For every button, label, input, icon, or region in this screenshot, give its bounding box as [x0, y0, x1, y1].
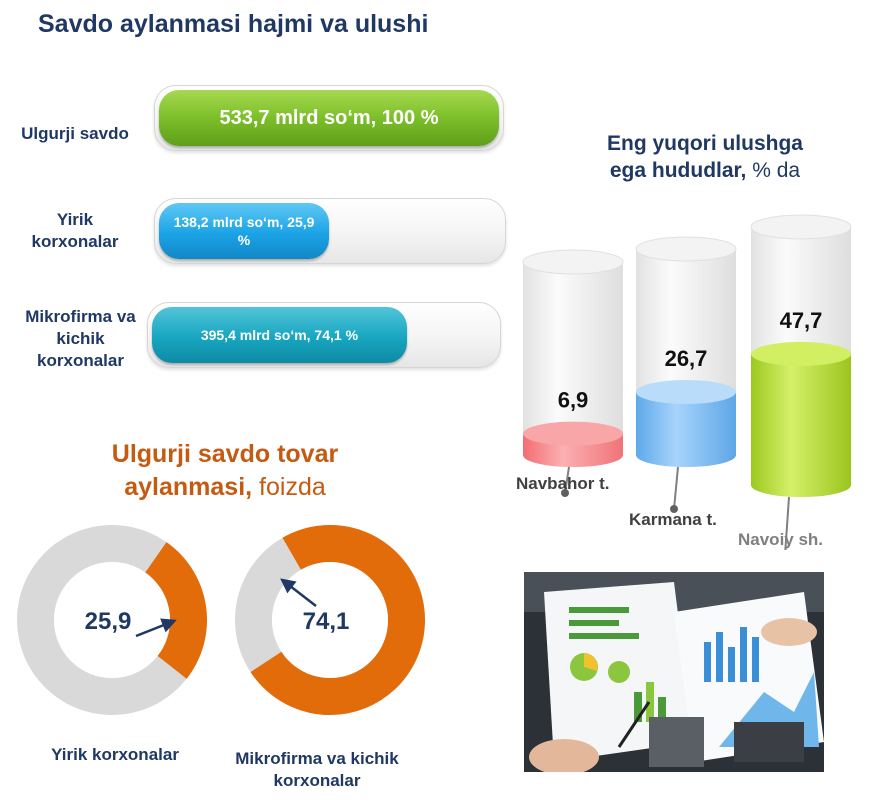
- regions-cylinder-chart: 6,9 26,7 47,7: [522, 214, 852, 550]
- bar-label-large-enterprises: Yirik korxonalar: [31, 210, 119, 251]
- bar-track-large-enterprises: 138,2 mlrd so‘m, 25,9 %: [154, 198, 506, 264]
- regions-title-unit: % da: [752, 159, 801, 182]
- cylinder-fill-top: [751, 341, 851, 366]
- bar-value-large-enterprises: 138,2 mlrd so‘m, 25,9 %: [173, 214, 315, 248]
- cylinder-fill-top: [636, 379, 736, 404]
- bar-value-small-business: 395,4 mlrd so‘m, 74,1 %: [200, 327, 359, 343]
- regions-title-line2: ega hududlar,: [609, 159, 747, 182]
- donut-arrow: [135, 618, 177, 638]
- donut-hole-cover: [54, 562, 170, 678]
- cylinder-value-label: 6,9: [558, 388, 589, 413]
- region-label-navbahor: Navbahor t.: [516, 474, 610, 493]
- donut-value-label: 74,1: [303, 608, 350, 635]
- bar-label-small-business: Mikrofirma va kichik korxonalar: [25, 307, 136, 370]
- donut-value-label: 25,9: [85, 608, 132, 635]
- cylinder-top: [522, 249, 624, 275]
- donut-charts: 25,9 74,1: [17, 525, 426, 715]
- cylinder-leader-dot: [670, 505, 678, 513]
- cylinder-top: [750, 214, 852, 240]
- bar-track-small-business: 395,4 mlrd so‘m, 74,1 %: [147, 302, 501, 368]
- donut-title-line1: Ulgurji savdo tovar: [111, 440, 339, 468]
- cylinder-fill-base: [751, 473, 851, 497]
- bar-fill-small-business: 395,4 mlrd so‘m, 74,1 %: [152, 307, 407, 363]
- donut-caption-large: Yirik korxonalar: [51, 745, 179, 764]
- donut-arrow: [280, 578, 317, 607]
- cylinder-leader-dot: [561, 489, 569, 497]
- cylinder-value-label: 47,7: [780, 308, 823, 333]
- donut-caption-small: Mikrofirma va kichik korxonalar: [235, 749, 399, 790]
- region-label-navoiy: Navoiy sh.: [738, 530, 824, 549]
- donut-title-unit: foizda: [259, 473, 326, 501]
- donut-hole-cover: [272, 562, 388, 678]
- cylinder-leader-line: [784, 496, 790, 550]
- cylinder-leader-line: [564, 466, 570, 494]
- region-label-karmana: Karmana t.: [629, 510, 717, 529]
- donut-segment: [145, 542, 208, 679]
- bar-value-wholesale: 533,7 mlrd so‘m, 100 %: [219, 106, 439, 129]
- business-charts-photo: [524, 572, 824, 772]
- bar-track-wholesale: 533,7 mlrd so‘m, 100 %: [154, 85, 504, 151]
- cylinder-fill-top: [523, 421, 623, 446]
- cylinder-fill-base: [523, 443, 623, 467]
- cylinder-top: [635, 236, 737, 262]
- page-title: Savdo aylanmasi hajmi va ulushi: [38, 10, 429, 38]
- bar-fill-wholesale: 533,7 mlrd so‘m, 100 %: [159, 90, 499, 146]
- donut-section-title: Ulgurji savdo tovar aylanmasi, foizda: [60, 438, 390, 504]
- bar-fill-large-enterprises: 138,2 mlrd so‘m, 25,9 %: [159, 203, 329, 259]
- regions-title-line1: Eng yuqori ulushga: [606, 132, 803, 155]
- cylinder-fill-base: [636, 443, 736, 467]
- cylinder-fill: [751, 353, 851, 485]
- regions-title: Eng yuqori ulushga ega hududlar, % da: [560, 130, 850, 184]
- cylinder-leader-line: [673, 466, 679, 510]
- bar-label-wholesale: Ulgurji savdo: [21, 124, 129, 143]
- cylinder-value-label: 26,7: [665, 346, 708, 371]
- donut-segment: [250, 525, 426, 715]
- donut-title-line2: aylanmasi,: [124, 473, 253, 501]
